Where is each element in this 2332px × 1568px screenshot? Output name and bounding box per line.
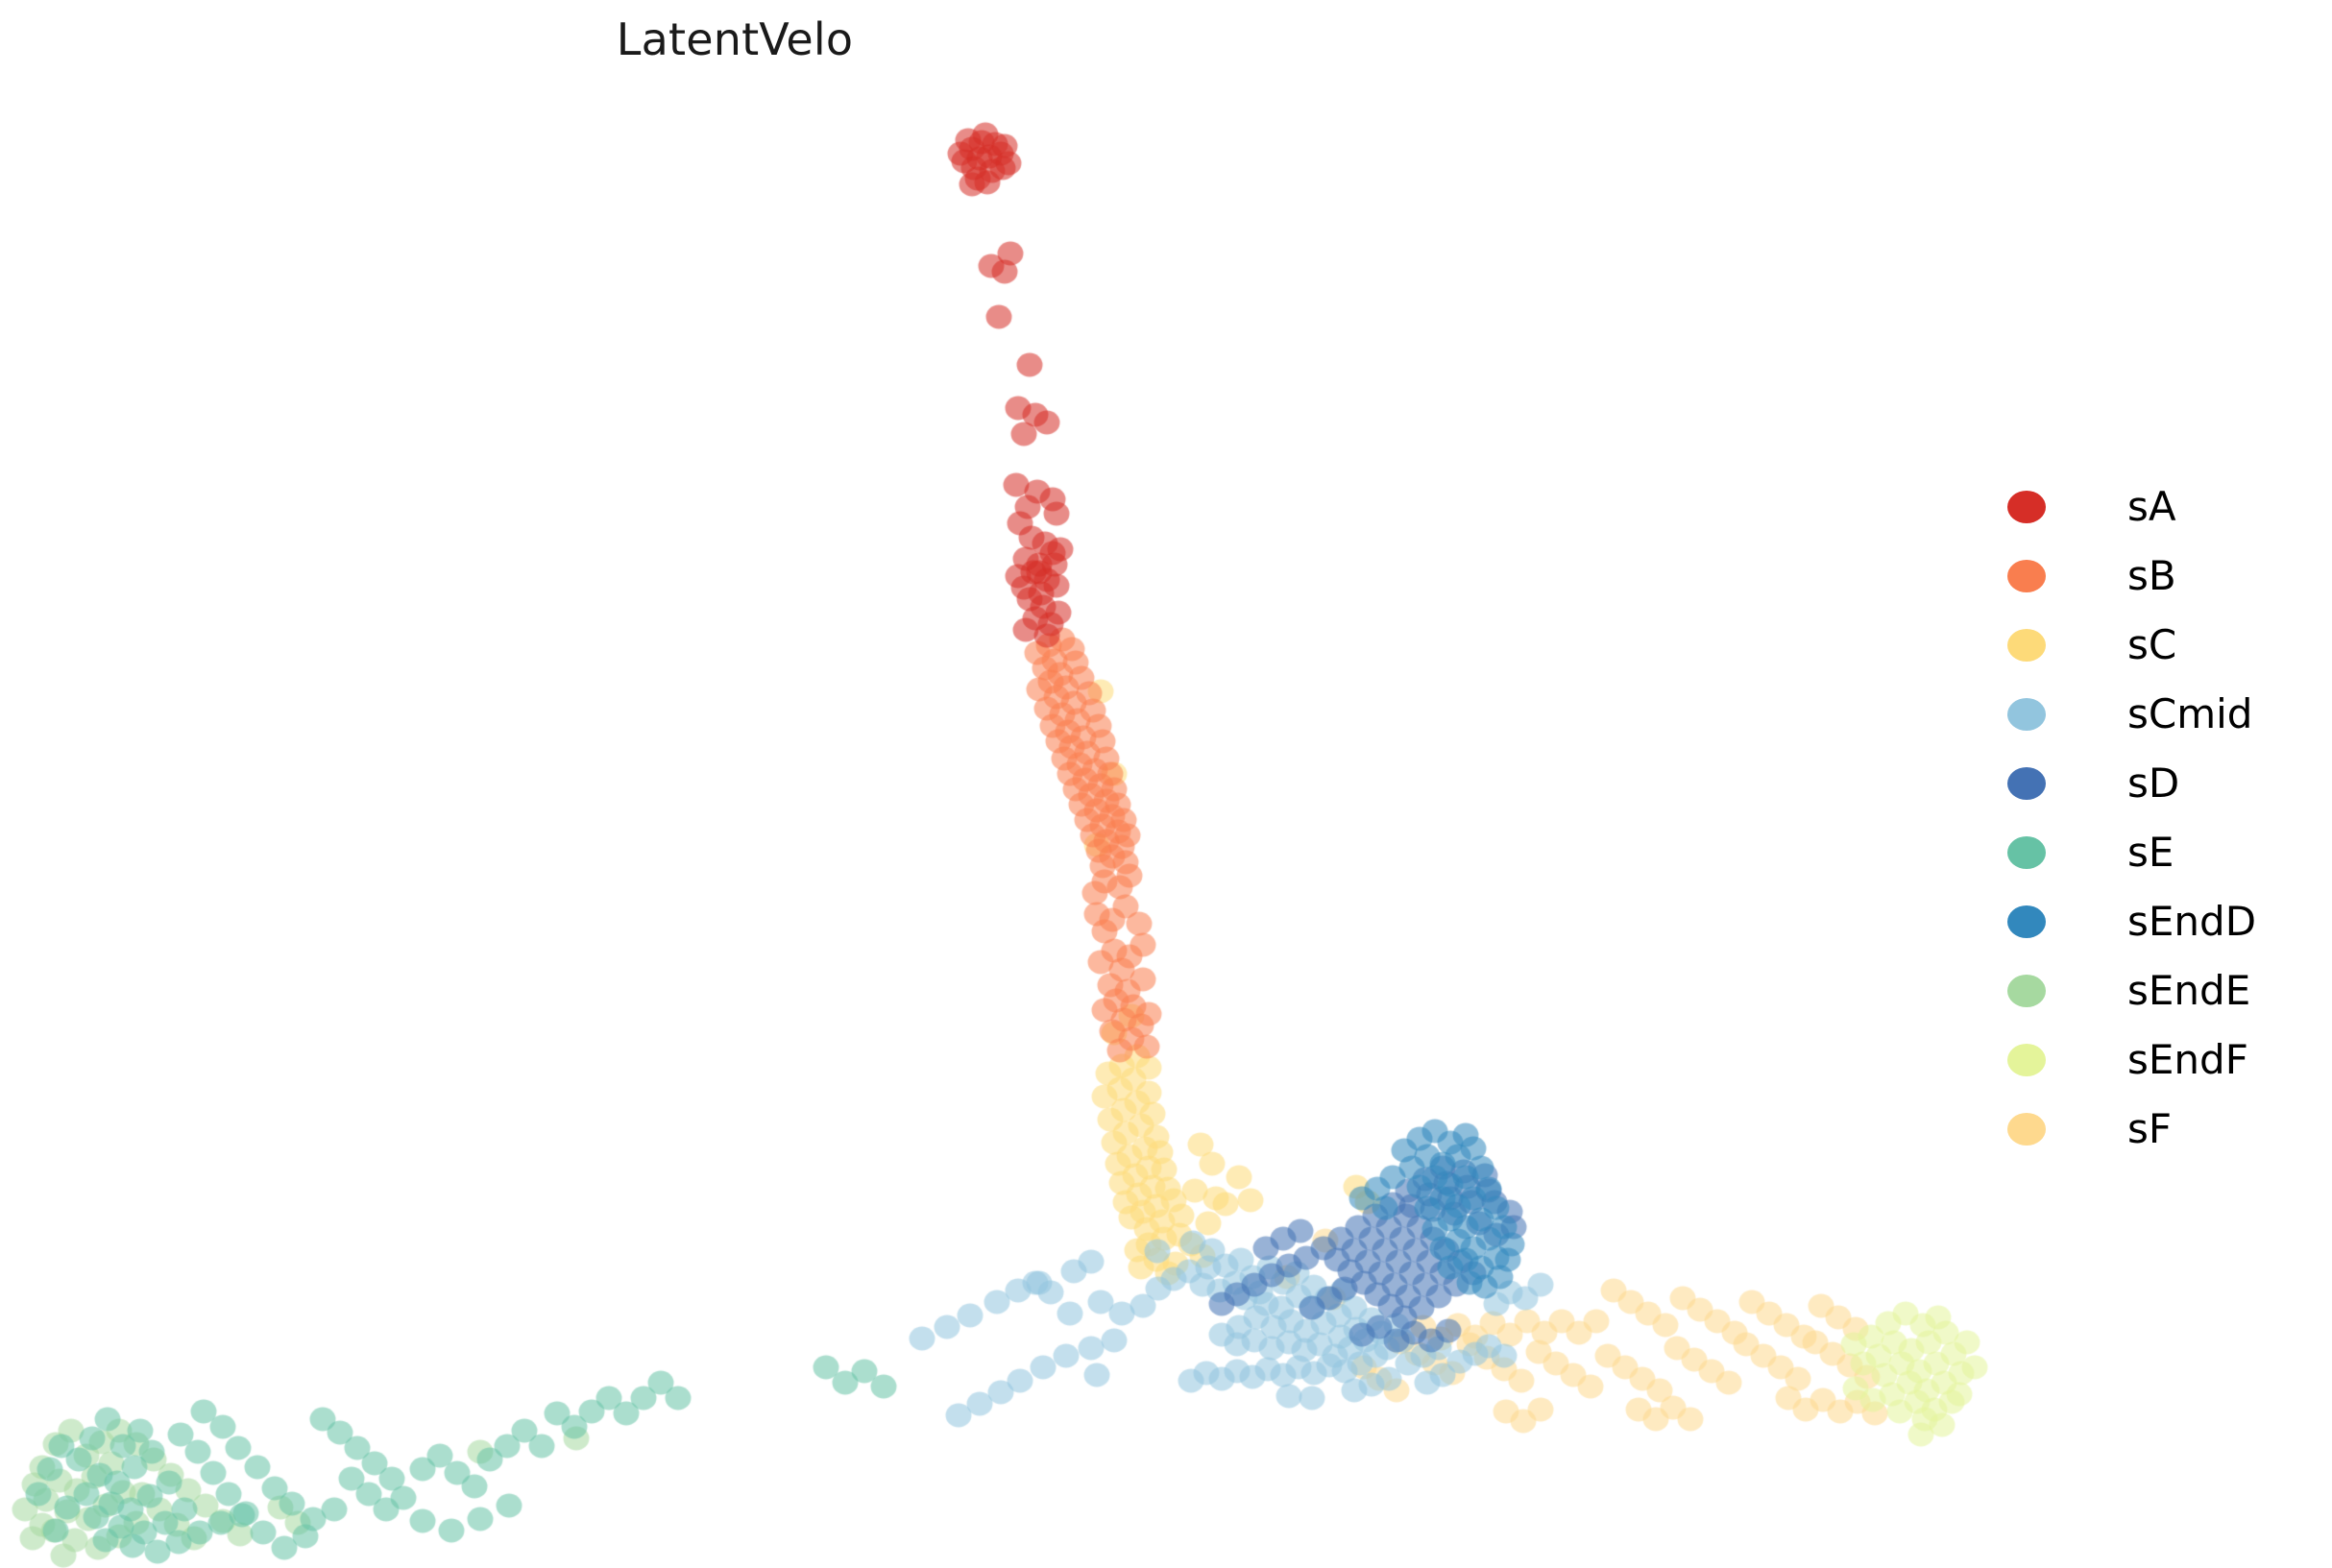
legend-item-sE[interactable]: sE xyxy=(2007,818,2332,887)
legend-item-sF[interactable]: sF xyxy=(2007,1095,2332,1164)
legend-swatch-icon xyxy=(2007,975,2046,1007)
legend-item-sA[interactable]: sA xyxy=(2007,472,2332,542)
legend-item-sCmid[interactable]: sCmid xyxy=(2007,680,2332,749)
legend-swatch-icon xyxy=(2007,629,2046,662)
legend-item-label: sB xyxy=(2127,552,2176,599)
legend-swatch-icon xyxy=(2007,560,2046,592)
legend-item-label: sF xyxy=(2127,1105,2173,1152)
legend-swatch-icon xyxy=(2007,491,2046,523)
legend-swatch-icon xyxy=(2007,1044,2046,1076)
legend-item-label: sCmid xyxy=(2127,690,2253,737)
legend-item-sC[interactable]: sC xyxy=(2007,611,2332,680)
legend-item-sD[interactable]: sD xyxy=(2007,749,2332,818)
legend-item-label: sEndF xyxy=(2127,1036,2248,1083)
legend-item-label: sEndD xyxy=(2127,898,2257,945)
legend-item-label: sE xyxy=(2127,829,2174,876)
legend-item-sB[interactable]: sB xyxy=(2007,542,2332,611)
legend-item-label: sA xyxy=(2127,483,2176,530)
legend-swatch-icon xyxy=(2007,836,2046,869)
legend-swatch-icon xyxy=(2007,767,2046,800)
legend-item-sEndE[interactable]: sEndE xyxy=(2007,956,2332,1025)
legend: sA sB sC sCmid sD sE sEndD sEndE xyxy=(2007,472,2332,1164)
legend-item-label: sD xyxy=(2127,760,2180,807)
legend-swatch-icon xyxy=(2007,698,2046,731)
legend-item-sEndF[interactable]: sEndF xyxy=(2007,1025,2332,1095)
legend-swatch-icon xyxy=(2007,905,2046,938)
legend-item-label: sC xyxy=(2127,621,2177,668)
legend-item-label: sEndE xyxy=(2127,967,2251,1014)
legend-item-sEndD[interactable]: sEndD xyxy=(2007,887,2332,956)
legend-swatch-icon xyxy=(2007,1113,2046,1146)
